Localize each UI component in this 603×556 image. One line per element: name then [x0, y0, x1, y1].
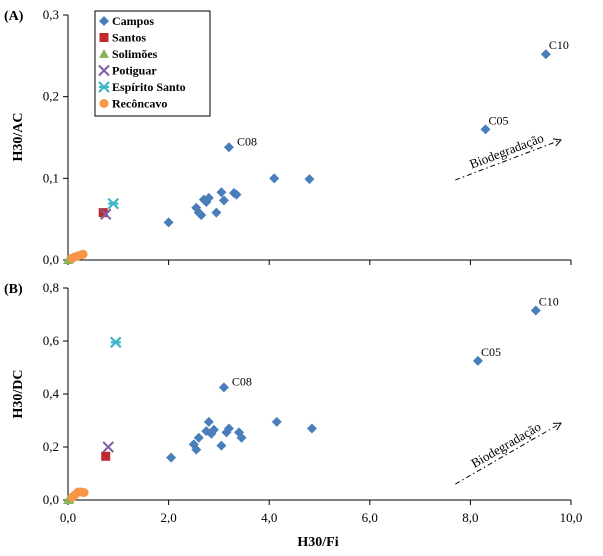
panel-a-point-campos [216, 187, 227, 198]
panel-b-point-label-c08: C08 [232, 374, 252, 388]
panel-b-point-campos [166, 452, 177, 463]
panel-a-point-label-c10: C10 [549, 38, 569, 52]
panel-b-x-tick-label: 2,0 [160, 510, 176, 525]
panel-a-arrowhead-icon [552, 138, 562, 147]
legend-item-reconcavo: Recôncavo [99, 97, 167, 111]
panel-a-point-campos [269, 173, 280, 184]
legend-item-santos: Santos [99, 31, 146, 45]
panel-b-y-tick-label: 0,4 [43, 386, 60, 401]
legend-label: Espírito Santo [112, 80, 186, 94]
panel-a-y-tick-label: 0,3 [43, 7, 59, 22]
legend-square-icon [99, 33, 109, 42]
panel-b-point-reconcavo [79, 488, 89, 498]
panel-b-biodegradation-label: Biodegradação [468, 419, 543, 471]
panel-b-point-campos [203, 416, 214, 427]
panel-b-point-campos [306, 423, 317, 434]
panel-a-point-campos [196, 210, 207, 221]
legend-label: Solimões [112, 47, 158, 61]
panel-a-point-campos [218, 195, 229, 206]
panel-a-label: (A) [4, 9, 24, 24]
panel-b-x-tick-label: 8,0 [462, 510, 478, 525]
panel-a-point-campos [163, 217, 174, 228]
panel-a-point-label-c08: C08 [237, 134, 257, 148]
legend-triangle-icon [99, 49, 109, 58]
legend-circle-icon [99, 99, 109, 108]
panel-a-point-label-c05: C05 [488, 113, 508, 127]
panel-a-point-potiguar [100, 208, 112, 220]
panel-b-point-campos [193, 432, 204, 443]
panel-b-series-santos [101, 451, 111, 461]
panel-a-point-reconcavo [78, 249, 88, 259]
panel-b-point-campos [236, 432, 247, 443]
panel-a-series-reconcavo [67, 249, 88, 263]
panel-b-point-santos [101, 451, 111, 461]
panel-b-series-espirito-santo [110, 336, 122, 349]
panel-b-series-reconcavo [67, 487, 89, 502]
panel-a-biodegradation-label: Biodegradação [467, 130, 545, 172]
legend-item-espirito-santo: Espírito Santo [98, 80, 186, 94]
panel-a-series-campos: C08 C05 C10 [163, 38, 569, 228]
panel-b-y-tick-label: 0,0 [43, 492, 59, 507]
panel-a-point-campos [540, 49, 551, 60]
panel-a-series-potiguar [100, 208, 112, 220]
legend-star-icon [98, 81, 110, 93]
panel-b-point-label-c05: C05 [481, 345, 501, 359]
panel-b-y-tick-label: 0,2 [43, 439, 59, 454]
panel-b-arrowhead-icon [552, 422, 562, 431]
panel-b-x-tick-label: 4,0 [261, 510, 277, 525]
x-axis-title: H30/Fi [297, 535, 338, 550]
panel-a-y-tick-label: 0,1 [43, 170, 59, 185]
panel-b-ylabel: H30/DC [11, 370, 26, 419]
panel-b-point-espirito-santo [110, 336, 122, 349]
panel-a-point-campos [304, 174, 315, 185]
legend-item-solimoes: Solimões [99, 47, 158, 61]
legend-label: Potiguar [112, 64, 157, 78]
panel-a-point-campos [203, 192, 214, 203]
panel-b-x-tick-label: 10,0 [560, 510, 583, 525]
panel-b-x-tick-label: 0,0 [60, 510, 76, 525]
panel-a-y-tick-label: 0,0 [43, 252, 59, 267]
legend-x-icon [98, 64, 110, 77]
panel-b-point-label-c10: C10 [539, 295, 559, 309]
panel-b-series-potiguar [102, 441, 114, 453]
panel-a-point-campos [231, 189, 242, 200]
panel-b-point-campos [191, 444, 202, 455]
panel-b-point-campos [271, 416, 282, 427]
legend-box [94, 10, 211, 117]
panel-a-point-campos [480, 124, 491, 135]
panel-b-x-tick-label: 6,0 [362, 510, 378, 525]
legend-label: Recôncavo [112, 97, 167, 111]
panel-a-y-tick-label: 0,2 [43, 89, 59, 104]
panel-b-point-campos [530, 305, 541, 316]
legend-item-campos: Campos [99, 14, 154, 28]
panel-b-point-campos [218, 382, 229, 393]
panel-b-point-campos [472, 355, 483, 366]
panel-b-y-tick-label: 0,6 [43, 333, 60, 348]
panel-a-ylabel: H30/AC [11, 113, 26, 162]
legend-label: Santos [112, 31, 146, 45]
panel-b: 0,0 0,2 0,4 0,6 0,8 0,0 2,0 4,0 6,0 8,0 10,0 Biodeg… [43, 280, 583, 525]
panel-b-point-campos [208, 424, 219, 435]
panel-b-biodegradation-arrow [455, 422, 562, 485]
panel-a-point-espirito-santo [107, 197, 120, 210]
panel-b-point-campos [216, 440, 227, 451]
panel-b-label: (B) [4, 282, 23, 297]
legend-label: Campos [112, 14, 154, 28]
panel-a-point-campos [223, 142, 234, 153]
panel-a-series-espirito-santo [107, 197, 120, 210]
panel-b-point-campos [223, 423, 234, 434]
panel-b-y-tick-label: 0,8 [43, 280, 59, 295]
legend-item-potiguar: Potiguar [98, 64, 157, 78]
legend: Campos Santos Solimões Potiguar Espírito San… [94, 10, 211, 117]
panel-b-point-potiguar [102, 441, 114, 453]
legend-diamond-icon [99, 16, 109, 26]
panel-a-point-campos [211, 207, 222, 218]
panel-b-series-campos: C08 C05 C10 [166, 295, 559, 463]
